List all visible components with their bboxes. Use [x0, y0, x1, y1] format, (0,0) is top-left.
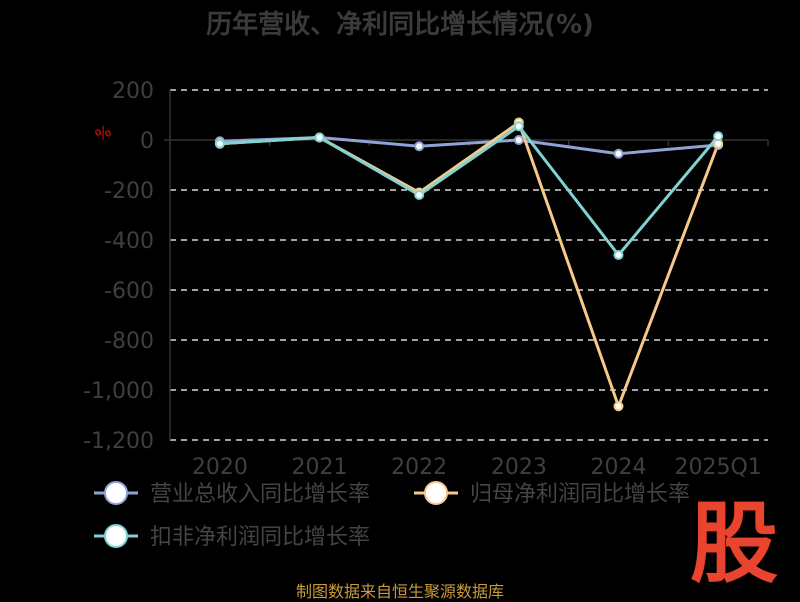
- y-tick-label: 0: [140, 129, 154, 154]
- x-axis: 2020 2021 2022 2023 2024 2025Q1: [169, 139, 769, 480]
- y-tick-label: -1,000: [83, 379, 154, 404]
- legend-swatch-marker: [104, 524, 128, 548]
- data-point: [414, 141, 425, 152]
- y-tick-label: -1,200: [83, 429, 154, 454]
- y-unit-label: %: [92, 121, 115, 145]
- data-point: [214, 138, 225, 149]
- y-tick-label: -600: [104, 279, 154, 304]
- y-tick-label: -200: [104, 179, 154, 204]
- legend-label: 扣非净利润同比增长率: [150, 525, 370, 550]
- x-tick-label: 2024: [591, 455, 647, 480]
- data-point: [613, 250, 624, 260]
- data-point: [613, 401, 624, 412]
- x-tick-label: 2023: [491, 455, 547, 480]
- chart-title: 历年营收、净利同比增长情况(%): [206, 10, 594, 40]
- brand-logo: 股: [690, 492, 779, 595]
- x-tick-label: 2021: [292, 455, 348, 480]
- data-source-note: 制图数据来自恒生聚源数据库: [295, 582, 504, 601]
- x-tick-label: 2020: [192, 455, 248, 480]
- x-tick-label: 2025Q1: [675, 455, 762, 480]
- series-lines: [219, 121, 720, 408]
- legend-label: 归母净利润同比增长率: [470, 482, 690, 507]
- series-line: [219, 124, 720, 257]
- y-tick-label: 200: [112, 79, 154, 104]
- grid-lines: [170, 89, 768, 441]
- data-point: [613, 148, 624, 159]
- y-tick-label: -400: [104, 229, 154, 254]
- data-point: [314, 132, 325, 143]
- data-point: [414, 190, 425, 200]
- data-point: [513, 121, 524, 132]
- series-line: [219, 121, 720, 408]
- y-axis: 200 0 -200 -400 -600 -800 -1,000 -1,200%: [83, 79, 171, 454]
- y-tick-label: -800: [104, 329, 154, 354]
- data-point: [513, 135, 524, 145]
- series-points: [214, 117, 724, 412]
- legend-label: 营业总收入同比增长率: [150, 482, 370, 507]
- data-point: [713, 131, 724, 142]
- x-tick-label: 2022: [391, 455, 447, 480]
- legend-swatch-marker: [424, 481, 448, 505]
- legend-swatch-marker: [104, 481, 128, 505]
